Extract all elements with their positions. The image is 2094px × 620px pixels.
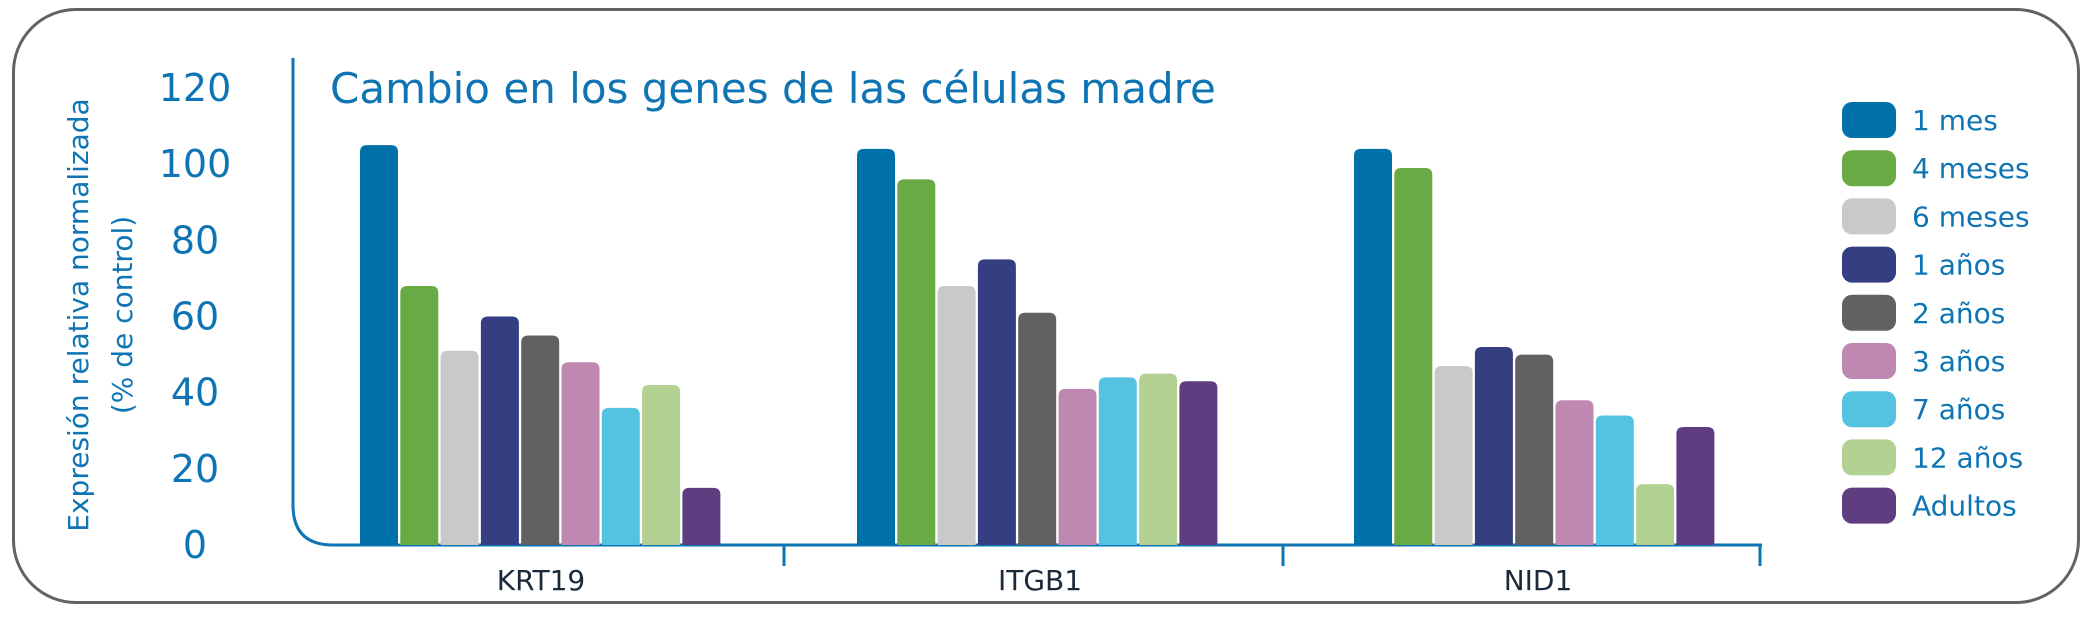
bar-itgb1-4 xyxy=(1018,312,1057,545)
bar-itgb1-6 xyxy=(1098,377,1137,545)
bar-nid1-8 xyxy=(1676,426,1715,545)
bars xyxy=(360,145,1715,545)
y-tick-label: 20 xyxy=(171,447,219,491)
bar-nid1-2 xyxy=(1434,366,1473,545)
legend-swatch xyxy=(1842,343,1896,379)
bar-itgb1-3 xyxy=(977,259,1016,545)
y-axis-label-line1: Expresión relativa normalizada xyxy=(62,98,95,531)
legend-label: 12 años xyxy=(1912,441,2023,474)
legend-swatch xyxy=(1842,102,1896,138)
chart-axes xyxy=(291,58,1762,547)
y-ticks: 0 20 40 60 80 100 120 xyxy=(159,66,232,567)
bar-krt19-2 xyxy=(440,350,479,545)
y-axis-label-line2: (% de control) xyxy=(106,216,139,414)
bar-itgb1-8 xyxy=(1179,381,1218,545)
bar-nid1-1 xyxy=(1394,167,1433,545)
bar-itgb1-1 xyxy=(897,179,936,545)
bar-nid1-0 xyxy=(1354,148,1392,545)
y-tick-label: 80 xyxy=(171,218,219,262)
legend-label: 1 mes xyxy=(1912,104,1998,137)
y-tick-label: 60 xyxy=(171,295,219,339)
y-tick-label: 0 xyxy=(183,523,207,567)
y-tick-label: 100 xyxy=(159,142,232,186)
legend: 1 mes 4 meses 6 meses 1 años 2 años 3 años 7 a… xyxy=(1842,102,2030,524)
y-tick-label: 40 xyxy=(171,371,219,415)
legend-swatch xyxy=(1842,294,1896,331)
y-tick-label: 120 xyxy=(159,66,232,110)
bar-nid1-5 xyxy=(1555,400,1594,545)
legend-label: 3 años xyxy=(1912,345,2005,378)
bar-krt19-8 xyxy=(682,487,721,545)
legend-label: Adultos xyxy=(1912,490,2017,523)
bar-krt19-7 xyxy=(642,385,681,545)
legend-label: 2 años xyxy=(1912,297,2005,330)
bar-itgb1-5 xyxy=(1058,388,1097,545)
legend-label: 4 meses xyxy=(1912,152,2030,185)
legend-swatch xyxy=(1842,150,1896,187)
legend-swatch xyxy=(1842,487,1896,524)
bar-nid1-7 xyxy=(1636,484,1675,545)
legend-swatch xyxy=(1842,198,1896,235)
bar-krt19-3 xyxy=(480,316,519,545)
bar-krt19-6 xyxy=(601,407,640,545)
x-ticks: KRT19 ITGB1 NID1 xyxy=(497,545,1762,597)
x-tick-label: KRT19 xyxy=(497,564,586,597)
legend-label: 7 años xyxy=(1912,393,2005,426)
bar-itgb1-0 xyxy=(857,148,895,545)
bar-itgb1-2 xyxy=(937,286,976,545)
legend-label: 6 meses xyxy=(1912,200,2030,233)
bar-krt19-0 xyxy=(360,145,398,545)
bar-krt19-5 xyxy=(561,362,600,545)
chart-title: Cambio en los genes de las células madre xyxy=(330,64,1216,113)
legend-swatch xyxy=(1842,391,1896,428)
x-tick-label: ITGB1 xyxy=(998,564,1082,597)
bar-krt19-1 xyxy=(400,286,439,545)
bar-nid1-4 xyxy=(1515,354,1554,545)
legend-swatch xyxy=(1842,439,1896,476)
bar-nid1-6 xyxy=(1595,415,1634,545)
legend-label: 1 años xyxy=(1912,249,2005,282)
x-tick-label: NID1 xyxy=(1504,564,1573,597)
legend-swatch xyxy=(1842,246,1896,283)
bar-nid1-3 xyxy=(1474,346,1513,545)
bar-krt19-4 xyxy=(521,335,560,545)
bar-itgb1-7 xyxy=(1139,373,1178,545)
